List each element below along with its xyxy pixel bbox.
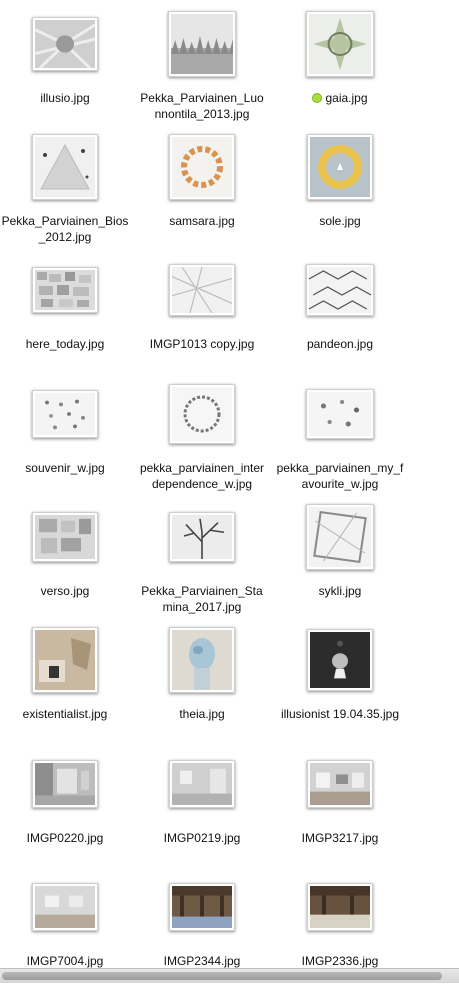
thumbnail[interactable]: [307, 629, 373, 691]
file-item[interactable]: pandeon.jpg: [271, 254, 409, 372]
file-item[interactable]: IMGP2344.jpg: [133, 871, 271, 989]
file-name[interactable]: sole.jpg: [319, 214, 361, 228]
file-item[interactable]: theia.jpg: [133, 624, 271, 742]
file-name[interactable]: IMGP1013 copy.jpg: [149, 337, 255, 351]
file-name[interactable]: IMGP3217.jpg: [301, 831, 379, 845]
thumbnail[interactable]: [32, 267, 98, 313]
thumbnail[interactable]: [32, 883, 98, 931]
file-item[interactable]: Pekka_Parviainen_Stamina_2017.jpg: [133, 501, 271, 619]
file-item[interactable]: verso.jpg: [0, 501, 134, 619]
file-name[interactable]: IMGP2344.jpg: [163, 954, 241, 968]
thumbnail[interactable]: [32, 627, 98, 693]
file-item[interactable]: IMGP1013 copy.jpg: [133, 254, 271, 372]
thumbnail[interactable]: [306, 264, 374, 316]
thumbnail[interactable]: [306, 11, 374, 77]
file-item[interactable]: gaia.jpg: [271, 8, 409, 126]
file-item[interactable]: existentialist.jpg: [0, 624, 134, 742]
file-item[interactable]: IMGP0220.jpg: [0, 748, 134, 866]
file-name[interactable]: pekka_parviainen_my_favourite_w.jpg: [276, 461, 404, 491]
thumbnail[interactable]: [32, 134, 98, 200]
file-name[interactable]: sykli.jpg: [318, 584, 362, 598]
thumbnail[interactable]: [169, 134, 235, 200]
thumbnail[interactable]: [307, 760, 373, 808]
file-name[interactable]: souvenir_w.jpg: [25, 461, 105, 475]
thumbnail[interactable]: [307, 883, 373, 931]
thumbnail[interactable]: [169, 264, 235, 316]
thumbnail[interactable]: [169, 883, 235, 931]
file-item[interactable]: souvenir_w.jpg: [0, 378, 134, 496]
file-name[interactable]: gaia.jpg: [276, 90, 404, 106]
file-name[interactable]: samsara.jpg: [169, 214, 235, 228]
file-item[interactable]: sole.jpg: [271, 131, 409, 249]
scrollbar-thumb[interactable]: [2, 972, 442, 980]
file-item[interactable]: here_today.jpg: [0, 254, 134, 372]
file-item[interactable]: IMGP2336.jpg: [271, 871, 409, 989]
file-item[interactable]: IMGP7004.jpg: [0, 871, 134, 989]
thumbnail[interactable]: [32, 390, 98, 438]
file-name[interactable]: illusio.jpg: [40, 91, 90, 105]
thumbnail[interactable]: [169, 512, 235, 562]
file-name[interactable]: Pekka_Parviainen_Bios_2012.jpg: [1, 214, 129, 244]
thumbnail[interactable]: [169, 627, 235, 693]
file-name[interactable]: here_today.jpg: [25, 337, 105, 351]
file-item[interactable]: IMGP3217.jpg: [271, 748, 409, 866]
thumbnail[interactable]: [306, 389, 374, 439]
file-item[interactable]: illusio.jpg: [0, 8, 134, 126]
file-name[interactable]: Pekka_Parviainen_Stamina_2017.jpg: [141, 584, 263, 614]
file-name[interactable]: existentialist.jpg: [22, 707, 108, 721]
file-name[interactable]: illusionist 19.04.35.jpg: [280, 707, 400, 721]
thumbnail[interactable]: [32, 17, 98, 71]
thumbnail[interactable]: [168, 11, 236, 77]
file-name[interactable]: verso.jpg: [40, 584, 90, 598]
thumbnail[interactable]: [307, 134, 373, 200]
file-name[interactable]: IMGP2336.jpg: [301, 954, 379, 968]
file-name[interactable]: IMGP0219.jpg: [163, 831, 241, 845]
horizontal-scrollbar[interactable]: [0, 968, 459, 983]
file-name[interactable]: pandeon.jpg: [306, 337, 374, 351]
file-name[interactable]: pekka_parviainen_interdependence_w.jpg: [139, 461, 265, 491]
file-item[interactable]: samsara.jpg: [133, 131, 271, 249]
file-item[interactable]: sykli.jpg: [271, 501, 409, 619]
file-item[interactable]: illusionist 19.04.35.jpg: [271, 624, 409, 742]
thumbnail[interactable]: [169, 384, 235, 444]
file-item[interactable]: Pekka_Parviainen_Bios_2012.jpg: [0, 131, 134, 249]
file-item[interactable]: pekka_parviainen_interdependence_w.jpg: [133, 378, 271, 496]
file-item[interactable]: IMGP0219.jpg: [133, 748, 271, 866]
thumbnail[interactable]: [306, 504, 374, 570]
thumbnail[interactable]: [32, 760, 98, 808]
file-name[interactable]: IMGP0220.jpg: [26, 831, 104, 845]
file-item[interactable]: Pekka_Parviainen_Luonnontila_2013.jpg: [133, 8, 271, 126]
file-name[interactable]: theia.jpg: [179, 707, 225, 721]
green-tag-dot-icon: [312, 93, 323, 103]
file-item[interactable]: pekka_parviainen_my_favourite_w.jpg: [271, 378, 409, 496]
file-name[interactable]: Pekka_Parviainen_Luonnontila_2013.jpg: [140, 91, 264, 121]
file-name[interactable]: IMGP7004.jpg: [26, 954, 104, 968]
thumbnail[interactable]: [169, 760, 235, 808]
thumbnail[interactable]: [32, 512, 98, 562]
